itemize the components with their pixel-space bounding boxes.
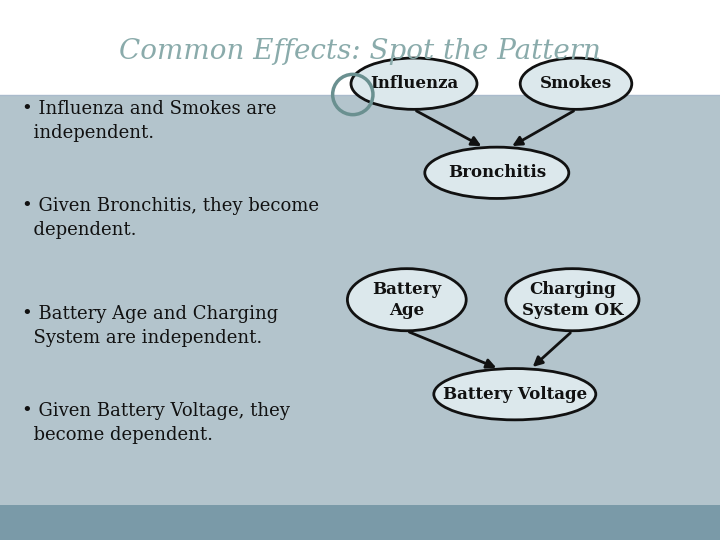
Text: • Influenza and Smokes are
  independent.: • Influenza and Smokes are independent. xyxy=(22,100,276,141)
Text: Charging
System OK: Charging System OK xyxy=(522,281,623,319)
Text: Influenza: Influenza xyxy=(370,75,458,92)
Text: • Given Battery Voltage, they
  become dependent.: • Given Battery Voltage, they become dep… xyxy=(22,402,289,444)
Bar xyxy=(0,0,720,94)
Text: • Battery Age and Charging
  System are independent.: • Battery Age and Charging System are in… xyxy=(22,305,278,347)
Ellipse shape xyxy=(521,58,632,109)
Text: • Given Bronchitis, they become
  dependent.: • Given Bronchitis, they become dependen… xyxy=(22,197,319,239)
Text: Smokes: Smokes xyxy=(540,75,612,92)
Ellipse shape xyxy=(351,58,477,109)
Bar xyxy=(0,505,720,540)
Text: Battery
Age: Battery Age xyxy=(372,281,441,319)
Text: Common Effects: Spot the Pattern: Common Effects: Spot the Pattern xyxy=(119,38,601,65)
Ellipse shape xyxy=(433,368,596,420)
Ellipse shape xyxy=(347,268,467,330)
Bar xyxy=(0,94,720,505)
Text: Battery Voltage: Battery Voltage xyxy=(443,386,587,403)
Text: Bronchitis: Bronchitis xyxy=(448,164,546,181)
Ellipse shape xyxy=(425,147,569,198)
Ellipse shape xyxy=(505,268,639,330)
